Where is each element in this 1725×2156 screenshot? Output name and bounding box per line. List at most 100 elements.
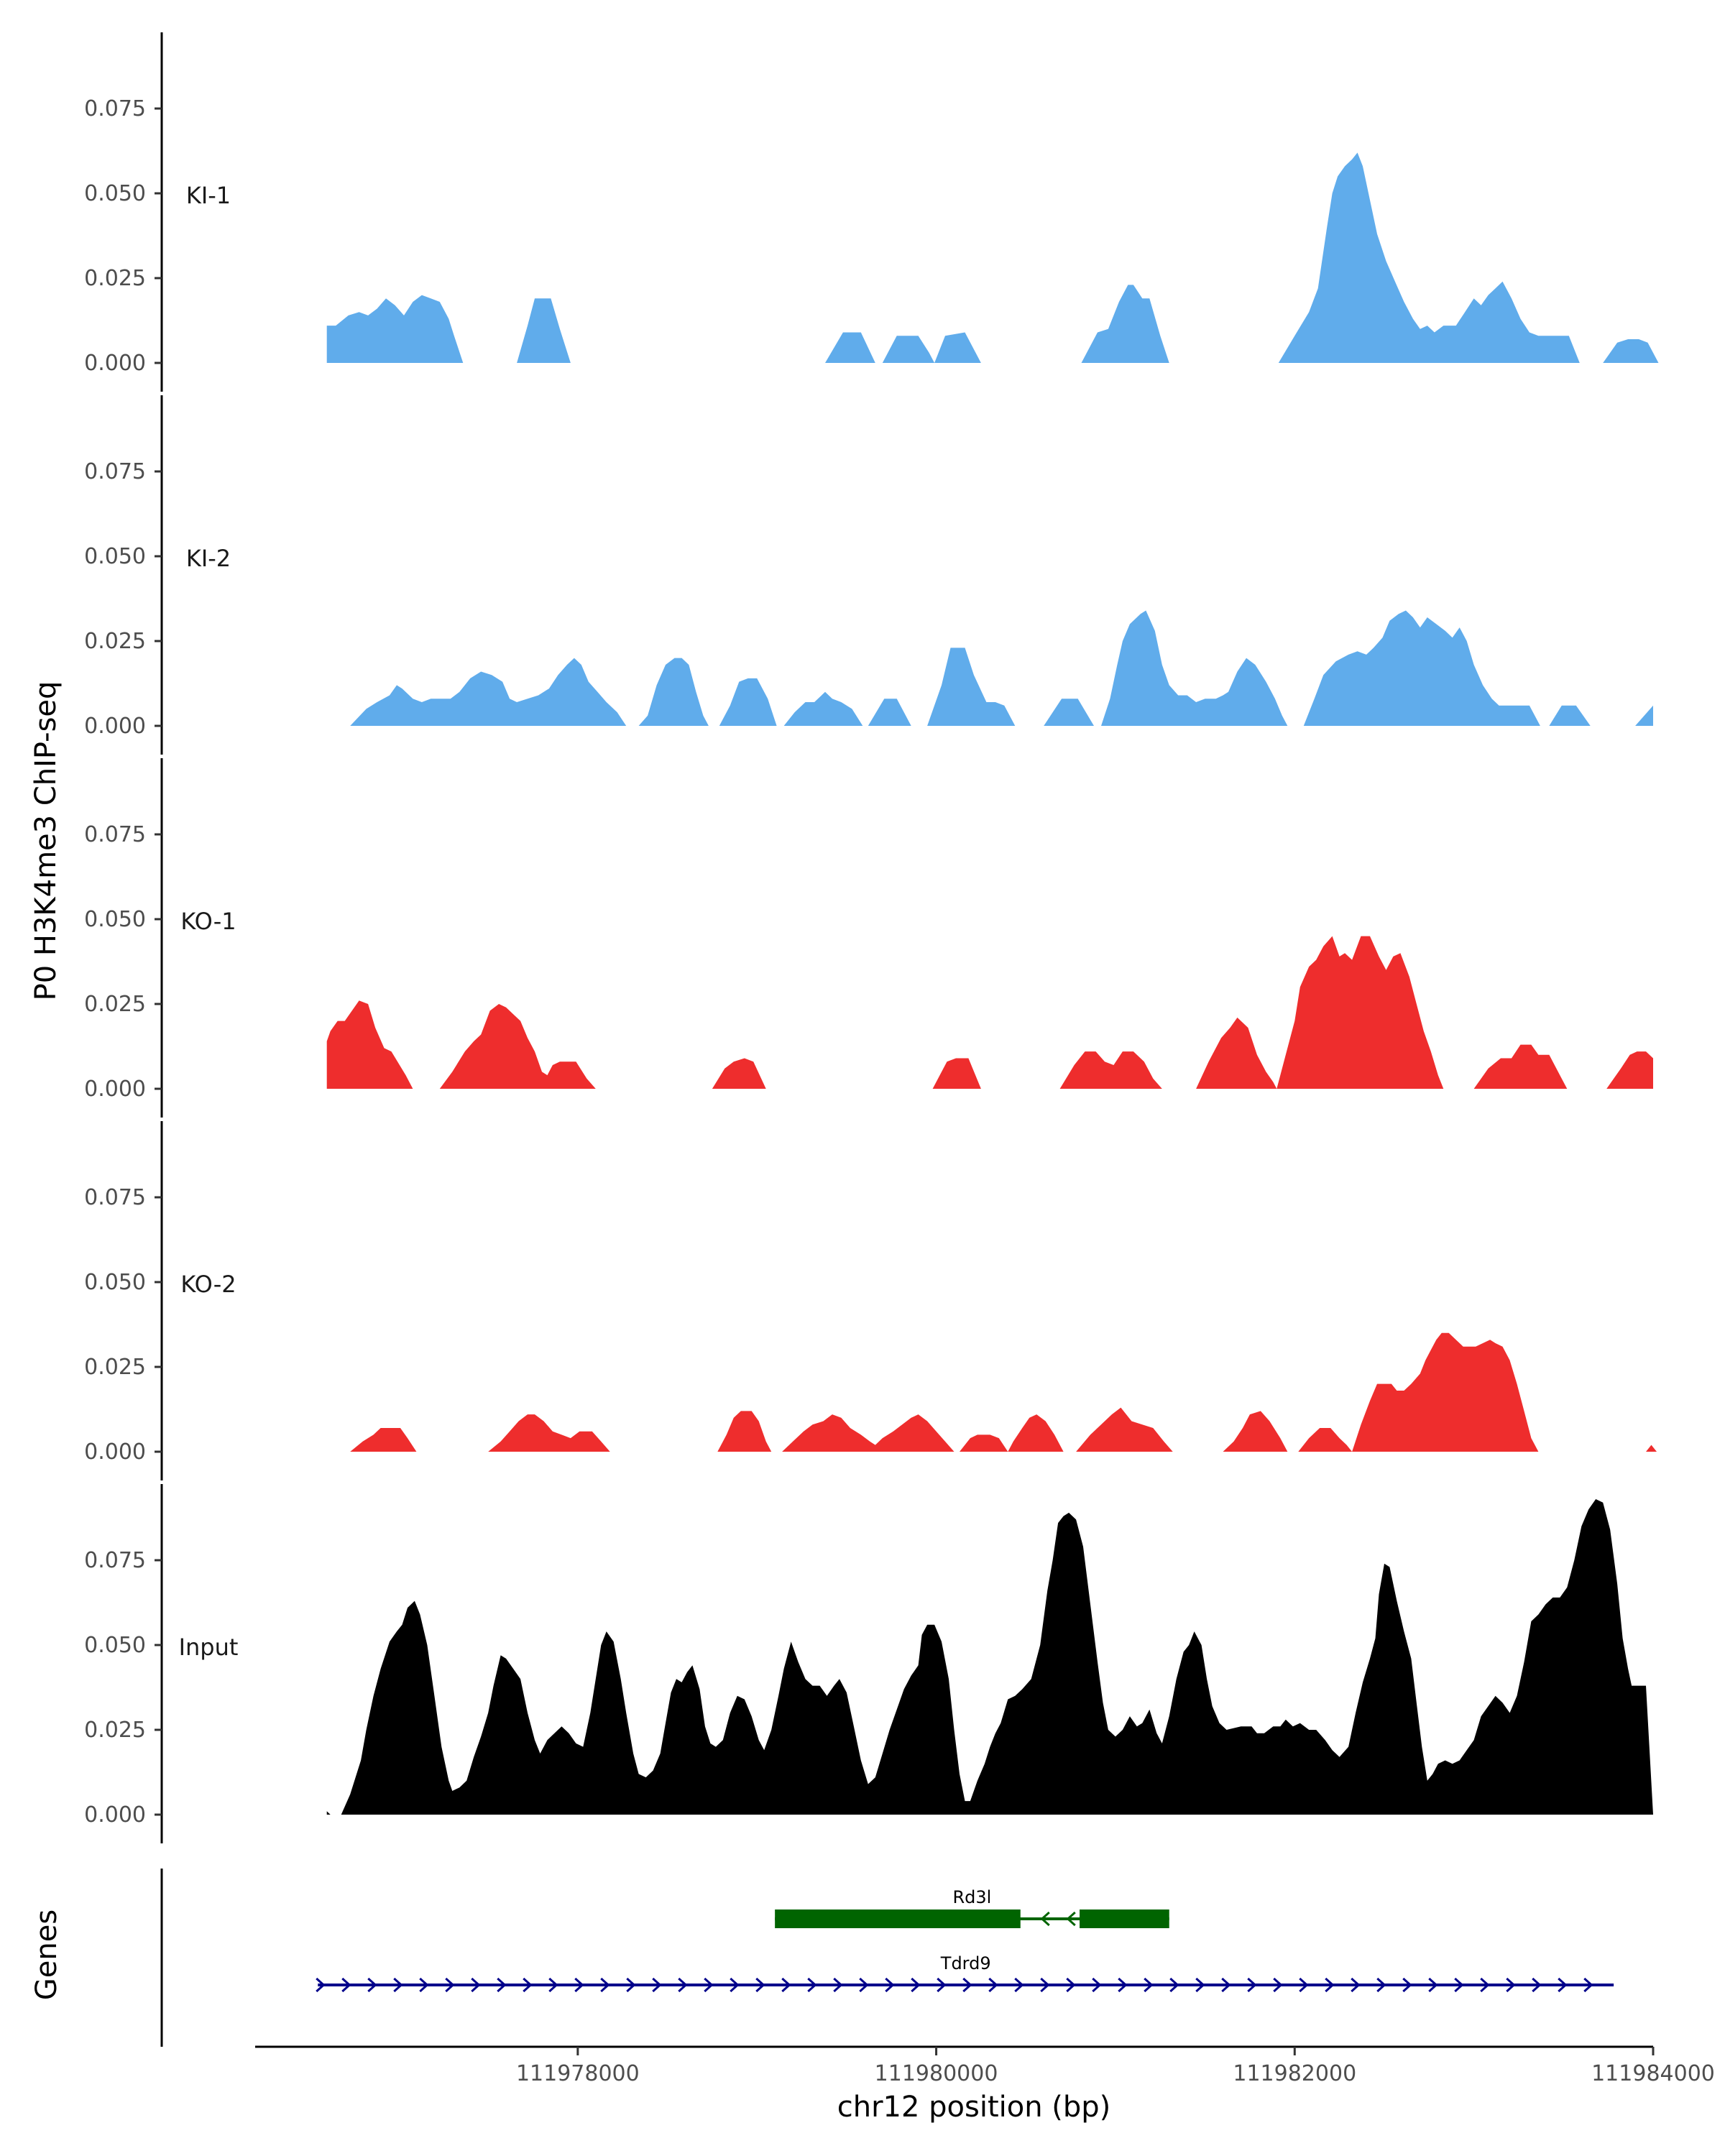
strand-chevron [1040,1911,1050,1927]
strand-chevron [316,1977,326,1993]
y-tick-label: 0.050 [84,544,146,569]
strand-chevron [445,1977,455,1993]
signal-area [1196,936,1444,1089]
strand-chevron [1066,1977,1076,1993]
strand-chevron [1506,1977,1516,1993]
signal-area [1076,1407,1173,1452]
signal-area [326,295,464,363]
signal-area [1059,1051,1162,1089]
gene-tdrd9: Tdrd9 [316,1953,1614,1993]
strand-chevron [1273,1977,1283,1993]
strand-chevron [1454,1977,1464,1993]
y-tick-label: 0.000 [84,714,146,739]
track-input: 0.000 0.025 0.050 0.075 Input [84,1484,1654,1843]
strand-chevron [1402,1977,1412,1993]
signal-area [488,1414,610,1452]
strand-chevron [523,1977,533,1993]
strand-chevron [911,1977,921,1993]
strand-chevron [755,1977,765,1993]
strand-chevron [704,1977,714,1993]
signal-tracks: 0.000 0.025 0.050 0.075 KI-1 0.000 0.025 0.050 0… [84,32,1659,1843]
strand-chevron [678,1977,688,1993]
strand-chevron [833,1977,843,1993]
signal-area [517,298,571,363]
y-axis-title: P0 H3K4me3 ChIP-seq [29,681,63,1001]
strand-chevron [1299,1977,1309,1993]
strand-chevron [419,1977,429,1993]
strand-chevron [574,1977,584,1993]
strand-chevron [1376,1977,1386,1993]
signal-area [717,1411,772,1452]
y-tick-label: 0.050 [84,1270,146,1295]
track-label: KI-1 [186,182,231,209]
y-tick-label: 0.000 [84,351,146,376]
strand-chevron [1014,1977,1024,1993]
y-tick-label: 0.050 [84,1633,146,1658]
strand-chevron [1144,1977,1154,1993]
signal-area [350,658,627,726]
signal-area [1278,152,1580,363]
strand-chevron [962,1977,972,1993]
track-label: KI-2 [186,545,231,572]
strand-chevron [1118,1977,1128,1993]
signal-area [1606,1051,1653,1089]
signal-area [712,1058,766,1089]
strand-chevron [1480,1977,1490,1993]
signal-area [1549,705,1591,726]
signal-area [350,1428,417,1452]
y-tick-label: 0.075 [84,1185,146,1210]
y-tick-label: 0.075 [84,822,146,847]
y-tick-label: 0.075 [84,1548,146,1573]
x-axis-title: chr12 position (bp) [837,2091,1111,2124]
signal-area [782,1414,954,1452]
track-ki-1: 0.000 0.025 0.050 0.075 KI-1 [84,32,1659,392]
signal-area [1081,285,1169,363]
strand-chevron [807,1977,817,1993]
signal-area [1303,610,1540,726]
gene-rd3l: Rd3l [775,1887,1169,1928]
y-tick-label: 0.000 [84,1802,146,1828]
signal-area [868,699,911,726]
signal-area [932,1058,981,1089]
strand-chevron [652,1977,662,1993]
signal-area [638,658,709,726]
y-tick-label: 0.000 [84,1077,146,1102]
strand-chevron [1092,1977,1102,1993]
signal-area [1101,610,1288,726]
gene-label: Rd3l [953,1887,992,1907]
x-tick-label: 111984000 [1591,2061,1715,2086]
strand-chevron [600,1977,610,1993]
strand-chevron [1169,1977,1179,1993]
track-ko-2: 0.000 0.025 0.050 0.075 KO-2 [84,1121,1657,1480]
signal-area [825,332,981,363]
y-tick-label: 0.075 [84,459,146,484]
strand-chevron [548,1977,558,1993]
strand-chevron [988,1977,998,1993]
x-axis: 111978000 111980000 111982000 111984000 [255,2045,1715,2086]
strand-chevron [1532,1977,1542,1993]
strand-chevron [1558,1977,1568,1993]
y-tick-label: 0.025 [84,1355,146,1380]
track-ki-2: 0.000 0.025 0.050 0.075 KI-2 [84,395,1653,755]
strand-chevron [1040,1977,1050,1993]
signal-area [1603,339,1659,363]
signal-area [960,1414,1064,1452]
strand-chevron [730,1977,740,1993]
track-label: KO-1 [180,908,236,935]
signal-area [1044,699,1094,726]
strand-chevron [1583,1977,1593,1993]
y-tick-label: 0.025 [84,266,146,291]
signal-area [1298,1332,1539,1452]
strand-chevron [937,1977,947,1993]
y-tick-label: 0.050 [84,907,146,932]
signal-area [1646,1445,1657,1452]
strand-chevron [1428,1977,1438,1993]
signal-area [927,648,1016,726]
signal-area [719,678,777,726]
strand-chevron [1221,1977,1231,1993]
track-label: KO-2 [180,1271,236,1298]
strand-chevron [885,1977,895,1993]
gene-label: Tdrd9 [940,1953,991,1973]
x-tick-label: 111978000 [516,2061,640,2086]
